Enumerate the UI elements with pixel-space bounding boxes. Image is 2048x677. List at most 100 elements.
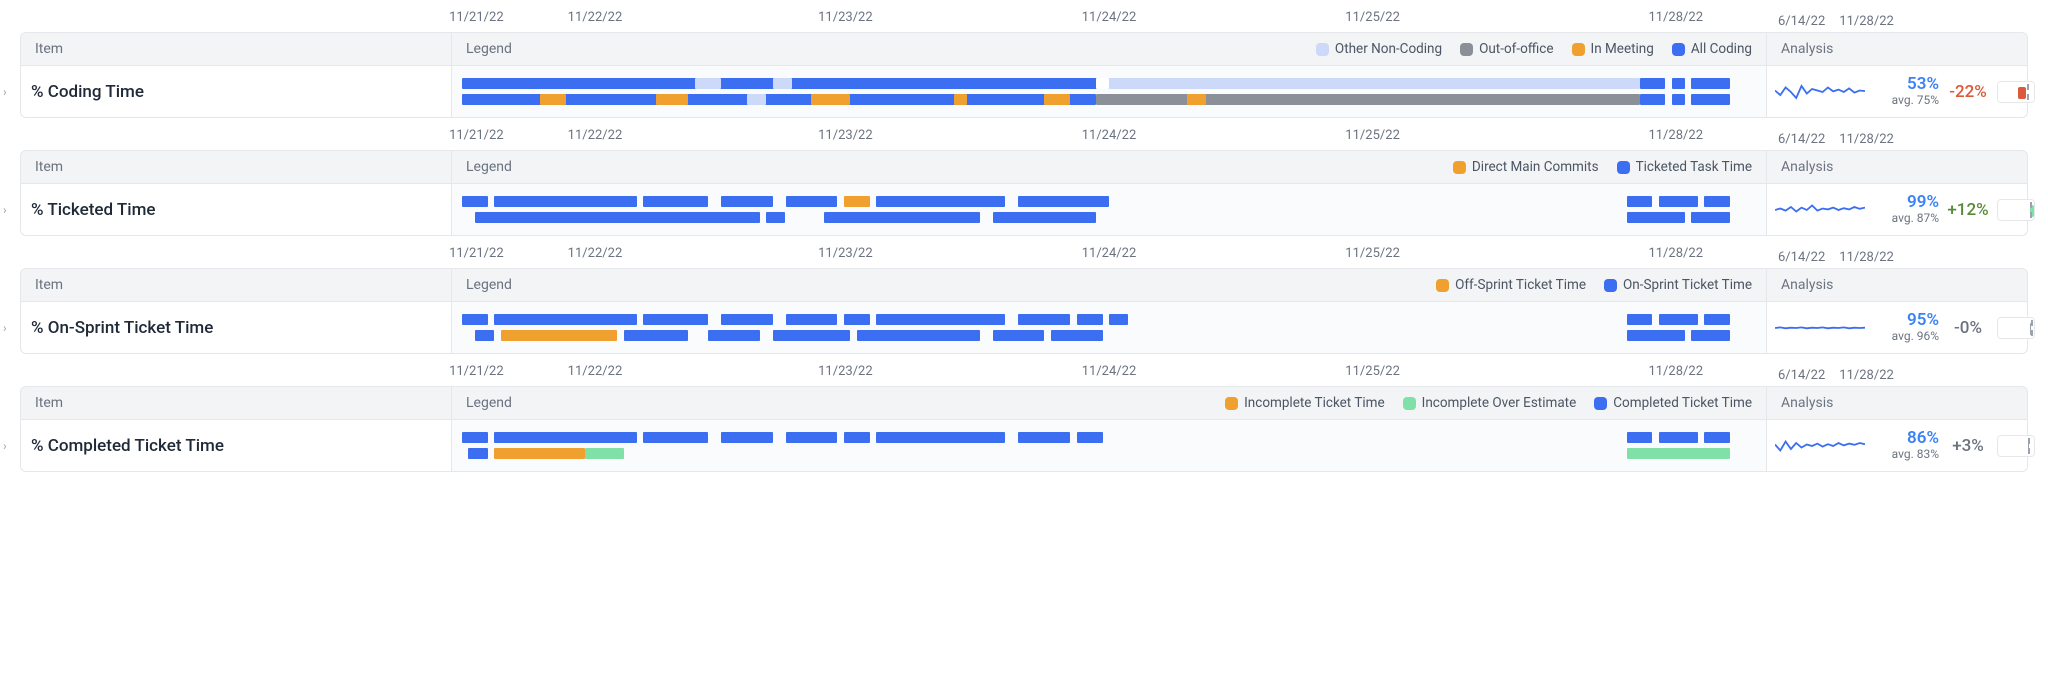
timeline-segment <box>708 330 760 341</box>
timeline-segment <box>643 314 708 325</box>
timeline-date-label: 11/25/22 <box>1345 246 1400 261</box>
column-header-item: Item <box>21 277 451 293</box>
legend-label-text: On-Sprint Ticket Time <box>1623 277 1752 293</box>
timeline-date-label: 11/24/22 <box>1082 128 1137 143</box>
metric-average: avg. 83% <box>1892 448 1939 462</box>
timeline-segment <box>1109 314 1128 325</box>
timeline-segment <box>1077 432 1103 443</box>
timeline-segment <box>1627 212 1685 223</box>
metric-average: avg. 75% <box>1892 94 1939 108</box>
timeline-date-label: 11/28/22 <box>1648 364 1703 379</box>
legend-label-text: Other Non-Coding <box>1335 41 1442 57</box>
chevron-right-icon[interactable]: › <box>3 439 7 453</box>
timeline-date-label: 11/28/22 <box>1648 10 1703 25</box>
timeline-cell <box>451 66 1767 117</box>
timeline-date-label: 11/22/22 <box>568 246 623 261</box>
legend-label-text: In Meeting <box>1591 41 1654 57</box>
analysis-date-range: 6/14/2211/28/22 <box>1768 14 2028 29</box>
timeline-segment <box>1691 94 1730 105</box>
metric-item-cell[interactable]: ›% Ticketed Time <box>21 184 451 235</box>
timeline-segment <box>475 212 760 223</box>
timeline-date-row: 11/21/2211/22/2211/23/2211/24/2211/25/22… <box>20 364 2028 386</box>
legend-label-text: Direct Main Commits <box>1472 159 1599 175</box>
sparkline <box>1775 77 1865 107</box>
timeline-segment <box>1627 448 1731 459</box>
column-header-legend: LegendDirect Main CommitsTicketed Task T… <box>451 151 1767 183</box>
timeline-segment <box>468 448 487 459</box>
timeline-date-label: 11/22/22 <box>568 10 623 25</box>
timeline-segment <box>747 94 766 105</box>
chevron-right-icon[interactable]: › <box>3 321 7 335</box>
sparkline <box>1775 313 1865 343</box>
timeline-cell <box>451 302 1767 353</box>
legend-title: Legend <box>466 41 512 57</box>
chevron-right-icon[interactable]: › <box>3 203 7 217</box>
timeline-track <box>462 448 1756 459</box>
timeline-segment <box>1627 330 1685 341</box>
timeline-segment <box>1096 94 1639 105</box>
analysis-cell: 86%avg. 83%+3% <box>1767 420 2027 471</box>
analysis-date-start: 6/14/22 <box>1778 14 1825 29</box>
metric-item-cell[interactable]: ›% Coding Time <box>21 66 451 117</box>
timeline-segment <box>656 94 688 105</box>
legend-swatch <box>1604 279 1617 292</box>
timeline-date-label: 11/25/22 <box>1345 10 1400 25</box>
timeline-segment <box>494 314 636 325</box>
timeline-cell <box>451 184 1767 235</box>
timeline-segment <box>494 448 585 459</box>
timeline-date-label: 11/21/22 <box>449 364 504 379</box>
legend-swatch <box>1672 43 1685 56</box>
timeline-segment <box>501 330 617 341</box>
timeline-date-row: 11/21/2211/22/2211/23/2211/24/2211/25/22… <box>20 10 2028 32</box>
metric-body-row: ›% Ticketed Time99%avg. 87%+12% <box>20 184 2028 236</box>
timeline-date-row: 11/21/2211/22/2211/23/2211/24/2211/25/22… <box>20 128 2028 150</box>
legend-label-text: Incomplete Ticket Time <box>1244 395 1385 411</box>
metric-percent: 86% <box>1907 429 1939 449</box>
timeline-segment <box>1691 330 1730 341</box>
metric-item-cell[interactable]: ›% On-Sprint Ticket Time <box>21 302 451 353</box>
mini-gauge <box>1997 317 2035 339</box>
analysis-date-start: 6/14/22 <box>1778 368 1825 383</box>
analysis-date-range: 6/14/2211/28/22 <box>1768 132 2028 147</box>
timeline-segment <box>1187 94 1206 105</box>
timeline-date-label: 11/21/22 <box>449 246 504 261</box>
timeline-date-row: 11/21/2211/22/2211/23/2211/24/2211/25/22… <box>20 246 2028 268</box>
timeline-date-label: 11/22/22 <box>568 364 623 379</box>
timeline-date-label: 11/21/22 <box>449 10 504 25</box>
analysis-date-range: 6/14/22 11/28/22 <box>1768 368 2028 383</box>
legend-label-text: Completed Ticket Time <box>1613 395 1752 411</box>
timeline-segment <box>844 432 870 443</box>
timeline-segment <box>773 330 851 341</box>
metric-name: % Ticketed Time <box>31 200 156 220</box>
timeline-segment <box>786 314 838 325</box>
legend-label-text: All Coding <box>1691 41 1752 57</box>
metric-header-row: ItemLegendOff-Sprint Ticket TimeOn-Sprin… <box>20 268 2028 302</box>
timeline-date-label: 11/23/22 <box>818 364 873 379</box>
mini-gauge <box>1997 199 2035 221</box>
timeline-date-label: 11/21/22 <box>449 128 504 143</box>
metric-name: % On-Sprint Ticket Time <box>31 318 213 338</box>
timeline-segment <box>1018 196 1109 207</box>
legend-label-text: Out-of-office <box>1479 41 1553 57</box>
legend-item: Other Non-Coding <box>1316 41 1442 57</box>
timeline-segment <box>494 196 636 207</box>
timeline-segment <box>954 94 967 105</box>
chevron-right-icon[interactable]: › <box>3 85 7 99</box>
timeline-segment <box>494 432 636 443</box>
timeline-segment <box>721 314 773 325</box>
timeline-segment <box>876 196 1005 207</box>
timeline-date-label: 11/24/22 <box>1082 246 1137 261</box>
analysis-date-end: 11/28/22 <box>1839 368 1894 383</box>
timeline-cell <box>451 420 1767 471</box>
legend-swatch <box>1572 43 1585 56</box>
mini-gauge <box>1997 435 2035 457</box>
timeline-segment <box>721 432 773 443</box>
metric-delta: -22% <box>1943 82 1993 102</box>
percentage-stack: 99%avg. 87% <box>1869 193 1939 226</box>
percentage-stack: 95%avg. 96% <box>1869 311 1939 344</box>
timeline-segment <box>1704 432 1730 443</box>
metric-percent: 95% <box>1907 311 1939 331</box>
metric-item-cell[interactable]: ›% Completed Ticket Time <box>21 420 451 471</box>
analysis-cell: 53%avg. 75%-22% <box>1767 66 2027 117</box>
timeline-segment <box>1627 314 1653 325</box>
